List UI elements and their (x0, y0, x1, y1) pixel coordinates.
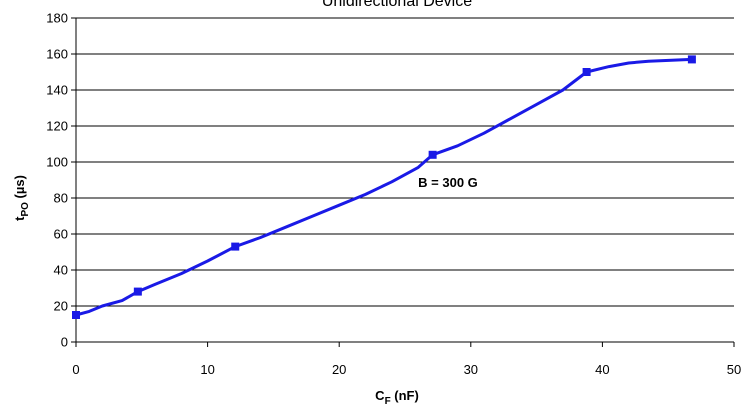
chart-title: Unidirectional Device (322, 0, 472, 10)
y-tick-label: 60 (54, 227, 68, 242)
data-point (133, 287, 142, 296)
y-axis-label-sub: PO (20, 202, 31, 217)
y-axis-label-main: t (12, 216, 27, 221)
data-point (428, 150, 437, 159)
x-tick-label: 30 (464, 362, 478, 377)
axes (71, 17, 735, 347)
y-tick-label: 40 (54, 263, 68, 278)
x-tick-label: 0 (72, 362, 79, 377)
y-tick-label: 160 (46, 47, 68, 62)
y-tick-label: 20 (54, 299, 68, 314)
data-point (72, 311, 80, 319)
x-axis-label-rest: (nF) (391, 388, 419, 403)
series-line (74, 57, 694, 317)
x-axis-label-main: C (375, 388, 385, 403)
y-tick-label: 100 (46, 155, 68, 170)
y-tick-labels: 0 20 40 60 80 100 120 140 160 180 (46, 11, 68, 350)
y-axis-label: tPO (µs) (12, 175, 31, 221)
data-point (231, 242, 240, 251)
x-axis-label-sub: F (385, 396, 391, 407)
y-tick-label: 120 (46, 119, 68, 134)
x-tick-label: 50 (727, 362, 741, 377)
annotation-label: B = 300 G (418, 175, 478, 190)
x-tick-label: 20 (332, 362, 346, 377)
y-tick-label: 80 (54, 191, 68, 206)
y-axis-label-rest: (µs) (12, 175, 27, 202)
data-point (687, 55, 696, 64)
x-tick-labels: 0 10 20 30 40 50 (72, 362, 741, 377)
x-tick-label: 40 (595, 362, 609, 377)
y-tick-label: 140 (46, 83, 68, 98)
series-group (72, 55, 696, 319)
data-point (582, 68, 591, 76)
x-axis-label: CF (nF) (375, 388, 419, 407)
x-tick-label: 10 (200, 362, 214, 377)
y-tick-label: 0 (61, 335, 68, 350)
y-tick-label: 180 (46, 11, 68, 26)
